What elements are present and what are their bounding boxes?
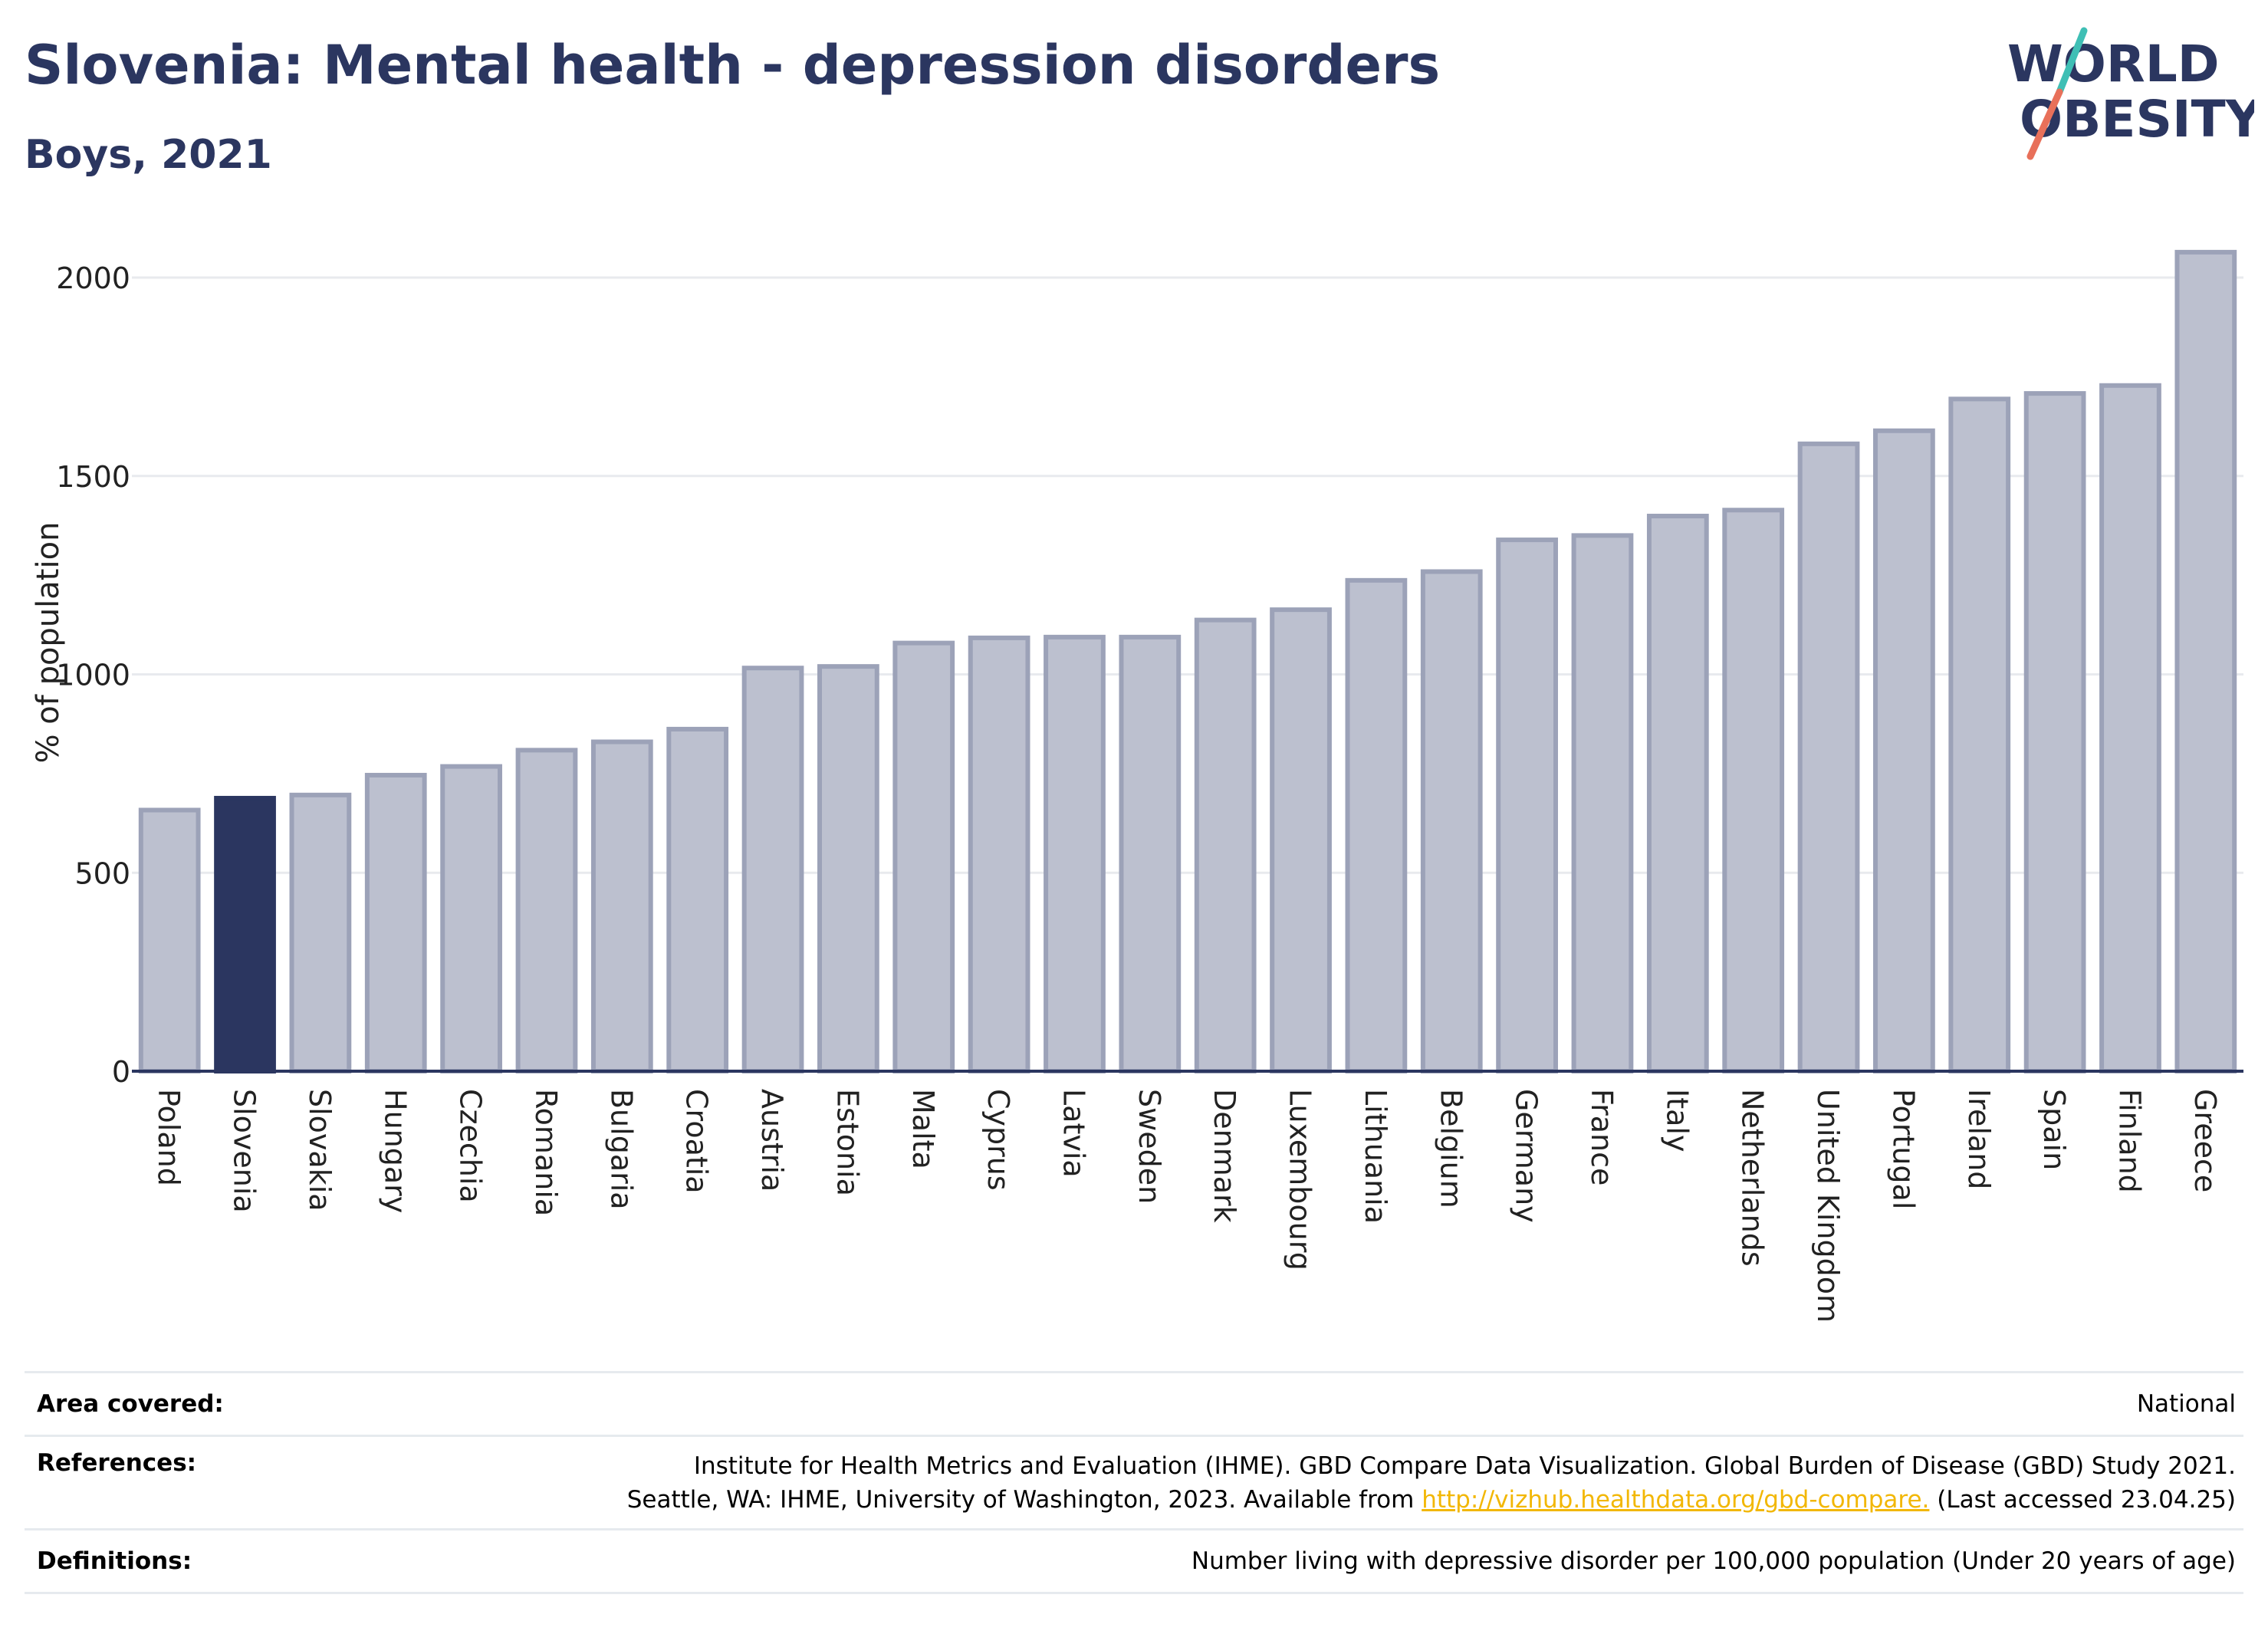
x-tick-label: Cyprus	[981, 1089, 1015, 1191]
footer-table: Area covered: National References: Insti…	[25, 1371, 2243, 1594]
x-tick-label: Estonia	[830, 1089, 864, 1196]
bar-germany	[1496, 538, 1558, 1073]
x-tick-label: Malta	[906, 1089, 940, 1169]
y-tick-label: 500	[74, 856, 130, 890]
y-axis-ticks: 0 500 1000 1500 2000	[56, 261, 130, 1089]
y-tick-label: 1500	[56, 460, 130, 494]
footer-value-definitions: Number living with depressive disorder p…	[1191, 1547, 2236, 1575]
y-axis-label: % of population	[31, 522, 66, 764]
x-tick-label: Poland	[152, 1089, 186, 1186]
bar-spain	[2023, 391, 2086, 1073]
x-tick-label: Italy	[1660, 1089, 1694, 1152]
footer-value-area: National	[2136, 1390, 2236, 1418]
y-tick-label: 1000	[56, 659, 130, 692]
bar-france	[1571, 533, 1634, 1073]
x-tick-label: Bulgaria	[604, 1089, 638, 1210]
footer-row-references: References: Institute for Health Metrics…	[25, 1435, 2243, 1528]
bar-austria	[741, 666, 804, 1073]
x-tick-label: Germany	[1510, 1089, 1543, 1223]
x-tick-label: Sweden	[1132, 1089, 1166, 1204]
bar-netherlands	[1722, 508, 1785, 1073]
bar-bulgaria	[590, 739, 653, 1073]
bar-lithuania	[1345, 577, 1408, 1073]
footer-row-definitions: Definitions: Number living with depressi…	[25, 1528, 2243, 1594]
footer-row-area: Area covered: National	[25, 1371, 2243, 1435]
x-tick-label: Ireland	[1962, 1089, 1996, 1189]
x-tick-label: Slovakia	[303, 1089, 337, 1212]
bar-slovakia	[289, 792, 352, 1073]
x-tick-label: Belgium	[1434, 1089, 1468, 1208]
x-tick-label: Slovenia	[228, 1089, 261, 1213]
bar-croatia	[666, 726, 729, 1073]
bar-luxembourg	[1270, 607, 1332, 1073]
bar-malta	[892, 640, 955, 1073]
bar-latvia	[1044, 634, 1106, 1073]
bar-greece	[2174, 249, 2237, 1073]
x-tick-label: Finland	[2112, 1089, 2146, 1193]
bar-poland	[138, 807, 201, 1073]
x-tick-label: Austria	[755, 1089, 789, 1192]
bar-estonia	[817, 664, 879, 1073]
x-tick-label: Hungary	[378, 1089, 412, 1213]
footer-label-definitions: Definitions:	[37, 1547, 192, 1575]
x-tick-label: Czechia	[454, 1089, 488, 1203]
bar-slovenia	[214, 795, 276, 1073]
bar-finland	[2099, 383, 2161, 1073]
bar-portugal	[1873, 428, 1935, 1073]
x-tick-label: Portugal	[1886, 1089, 1920, 1209]
world-obesity-logo: WORLD OBESITY	[2007, 27, 2254, 160]
x-tick-label: France	[1585, 1089, 1619, 1185]
references-line2-after: (Last accessed 23.04.25)	[1929, 1486, 2236, 1514]
x-tick-label: Lithuania	[1359, 1089, 1392, 1224]
y-tick-label: 2000	[56, 261, 130, 295]
x-tick-label: Romania	[529, 1089, 563, 1216]
x-tick-label: Denmark	[1208, 1089, 1241, 1223]
references-line2-before: Seattle, WA: IHME, University of Washing…	[626, 1486, 1422, 1514]
x-tick-label: United Kingdom	[1811, 1089, 1845, 1323]
x-tick-label: Croatia	[680, 1089, 714, 1194]
x-tick-label: Spain	[2037, 1089, 2071, 1170]
bars	[138, 249, 2237, 1074]
references-link[interactable]: http://vizhub.healthdata.org/gbd-compare…	[1422, 1486, 1930, 1514]
logo-line1: WORLD	[2007, 35, 2220, 94]
logo-slash-top	[2056, 27, 2088, 96]
bar-czechia	[440, 764, 502, 1073]
bar-cyprus	[968, 635, 1030, 1073]
x-tick-label: Greece	[2188, 1089, 2222, 1192]
bar-ireland	[1948, 396, 2011, 1073]
bar-romania	[515, 748, 578, 1074]
bar-chart: 0 500 1000 1500 2000 Poland Slovenia Slovakia H…	[31, 249, 2243, 1323]
bar-italy	[1646, 514, 1709, 1073]
chart-title: Slovenia: Mental health - depression dis…	[25, 34, 1441, 97]
chart-subtitle: Boys, 2021	[25, 132, 272, 178]
bar-sweden	[1119, 634, 1182, 1073]
footer-label-area: Area covered:	[37, 1390, 224, 1418]
y-tick-label: 0	[112, 1055, 130, 1089]
footer-label-references: References:	[37, 1449, 197, 1477]
x-axis-ticks: Poland Slovenia Slovakia Hungary Czechia Roma…	[152, 1089, 2222, 1323]
logo-slash-bottom	[2026, 88, 2063, 160]
bar-belgium	[1420, 569, 1483, 1073]
footer-value-references: Institute for Health Metrics and Evaluat…	[627, 1449, 2243, 1517]
bar-hungary	[364, 772, 427, 1073]
x-tick-label: Luxembourg	[1284, 1089, 1317, 1271]
x-tick-label: Latvia	[1057, 1089, 1090, 1178]
references-line1: Institute for Health Metrics and Evaluat…	[693, 1452, 2236, 1480]
bar-denmark	[1194, 617, 1257, 1073]
x-tick-label: Netherlands	[1736, 1089, 1770, 1267]
bar-united-kingdom	[1797, 441, 1860, 1073]
